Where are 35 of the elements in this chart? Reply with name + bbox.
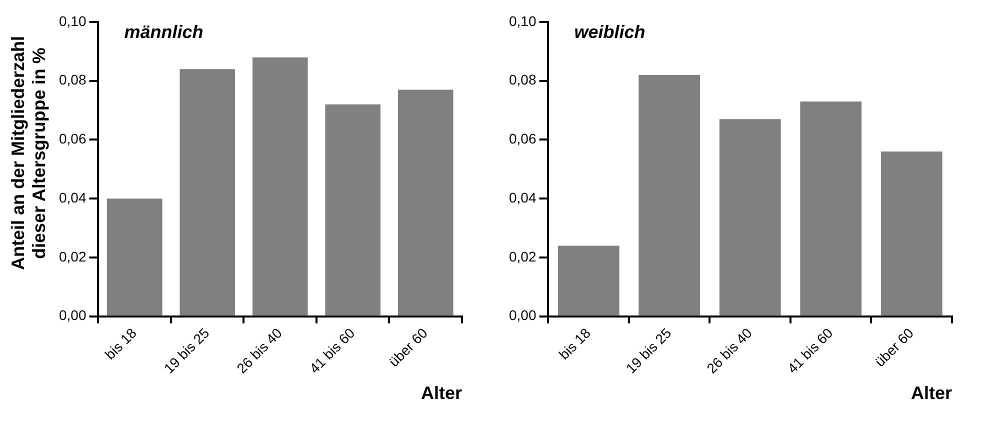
y-tick-label: 0,08 <box>509 72 536 88</box>
y-tick-label: 0,10 <box>509 12 536 29</box>
bar <box>880 152 942 316</box>
x-tick-label: 19 bis 25 <box>160 324 212 376</box>
x-tick-label: bis 18 <box>102 324 140 363</box>
bar <box>106 198 162 316</box>
x-axis-title: Alter <box>420 383 462 404</box>
y-tick-label: 0,08 <box>59 72 86 88</box>
x-tick-label: 41 bis 60 <box>306 324 358 376</box>
y-tick-label: 0,04 <box>509 189 536 206</box>
chart-title: männlich <box>124 22 204 42</box>
y-tick-label: 0,02 <box>59 248 86 264</box>
x-tick-label: 26 bis 40 <box>703 324 756 376</box>
bar <box>558 246 620 316</box>
y-tick-label: 0,06 <box>59 130 86 147</box>
y-tick-label: 0,06 <box>509 130 536 147</box>
bar <box>325 104 381 316</box>
bar <box>252 57 308 316</box>
bar <box>398 90 454 316</box>
x-axis-title: Alter <box>910 383 952 404</box>
bar <box>719 119 781 316</box>
y-tick-label: 0,02 <box>509 248 536 264</box>
x-tick-label: bis 18 <box>556 324 594 363</box>
bar <box>800 101 862 316</box>
chart-title: weiblich <box>574 22 646 42</box>
x-tick-label: 41 bis 60 <box>784 324 836 376</box>
y-tick-label: 0,04 <box>59 189 86 206</box>
y-axis-title: Anteil an der Mitgliederzahl dieser Altersgruppe in % <box>8 34 50 272</box>
y-tick-label: 0,00 <box>509 307 536 324</box>
y-tick-label: 0,00 <box>59 307 86 324</box>
bar <box>180 69 236 316</box>
x-tick-label: 19 bis 25 <box>622 324 674 376</box>
x-tick-label: 26 bis 40 <box>233 324 286 376</box>
y-tick-label: 0,10 <box>59 12 86 29</box>
bar <box>638 74 700 316</box>
